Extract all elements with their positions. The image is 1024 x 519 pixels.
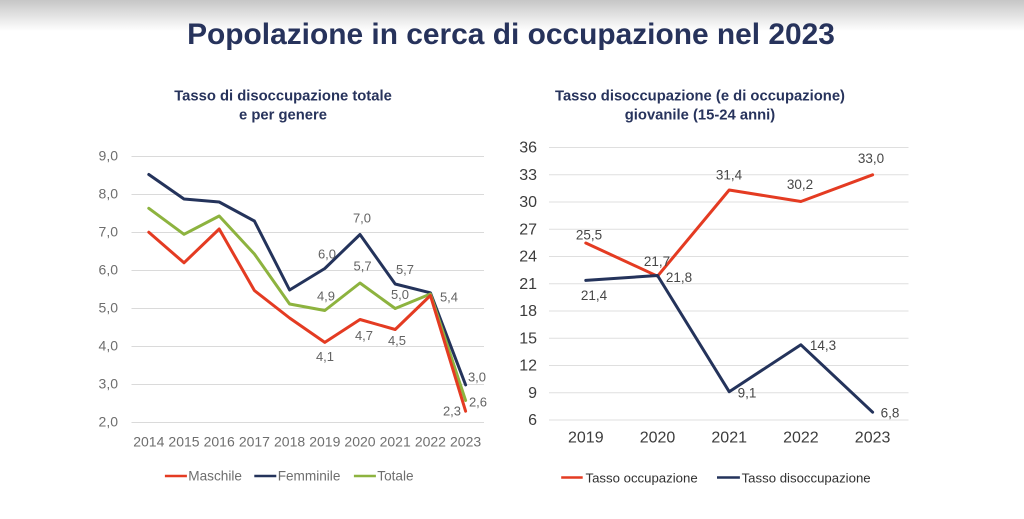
svg-text:Totale: Totale xyxy=(377,469,413,484)
svg-text:Tasso disoccupazione (e di occ: Tasso disoccupazione (e di occupazione) xyxy=(555,89,845,105)
svg-text:Maschile: Maschile xyxy=(188,469,242,484)
svg-text:6,0: 6,0 xyxy=(318,247,336,262)
svg-text:2,6: 2,6 xyxy=(469,395,487,410)
svg-text:14,3: 14,3 xyxy=(810,338,836,353)
svg-text:2022: 2022 xyxy=(415,434,446,450)
svg-text:giovanile (15-24 anni): giovanile (15-24 anni) xyxy=(625,108,776,124)
svg-text:18: 18 xyxy=(519,303,537,320)
svg-text:4,7: 4,7 xyxy=(355,328,373,343)
svg-text:7,0: 7,0 xyxy=(353,211,371,226)
svg-text:5,0: 5,0 xyxy=(99,300,119,316)
svg-text:33: 33 xyxy=(519,167,537,184)
svg-text:12: 12 xyxy=(519,358,537,375)
svg-text:2022: 2022 xyxy=(783,430,819,447)
svg-text:2016: 2016 xyxy=(204,434,235,450)
svg-text:5,7: 5,7 xyxy=(354,258,372,273)
svg-text:21,7: 21,7 xyxy=(644,254,670,269)
svg-text:33,0: 33,0 xyxy=(858,151,884,166)
svg-text:9,1: 9,1 xyxy=(738,386,757,401)
svg-text:6,0: 6,0 xyxy=(99,262,119,278)
svg-text:8,0: 8,0 xyxy=(99,186,119,202)
svg-text:9: 9 xyxy=(528,385,537,402)
svg-text:2021: 2021 xyxy=(380,434,411,450)
svg-text:21: 21 xyxy=(519,276,537,293)
svg-text:2014: 2014 xyxy=(133,434,164,450)
svg-text:Popolazione in cerca di occupa: Popolazione in cerca di occupazione nel … xyxy=(187,18,835,51)
svg-text:3,0: 3,0 xyxy=(468,370,486,385)
svg-text:2019: 2019 xyxy=(568,430,604,447)
svg-text:6: 6 xyxy=(528,412,537,429)
svg-text:27: 27 xyxy=(519,221,537,238)
svg-text:21,8: 21,8 xyxy=(666,270,692,285)
svg-text:21,4: 21,4 xyxy=(581,288,608,303)
svg-text:Femminile: Femminile xyxy=(278,469,341,484)
svg-text:31,4: 31,4 xyxy=(716,168,743,183)
svg-text:Tasso disoccupazione: Tasso disoccupazione xyxy=(742,471,871,486)
svg-text:Tasso occupazione: Tasso occupazione xyxy=(586,471,698,486)
svg-text:24: 24 xyxy=(519,249,537,266)
svg-text:2015: 2015 xyxy=(168,434,199,450)
svg-text:4,9: 4,9 xyxy=(317,289,335,304)
svg-text:6,8: 6,8 xyxy=(881,406,900,421)
svg-text:9,0: 9,0 xyxy=(99,148,119,164)
svg-text:2,3: 2,3 xyxy=(443,404,461,419)
svg-text:36: 36 xyxy=(519,140,537,157)
svg-text:2021: 2021 xyxy=(711,430,747,447)
svg-text:5,7: 5,7 xyxy=(396,262,414,277)
svg-text:7,0: 7,0 xyxy=(99,224,119,240)
svg-text:4,5: 4,5 xyxy=(388,333,406,348)
svg-text:2018: 2018 xyxy=(274,434,305,450)
svg-text:2,0: 2,0 xyxy=(99,414,119,430)
svg-text:Tasso di disoccupazione totale: Tasso di disoccupazione totale xyxy=(174,89,392,105)
svg-text:4,1: 4,1 xyxy=(316,349,334,364)
svg-text:4,0: 4,0 xyxy=(99,338,119,354)
svg-text:25,5: 25,5 xyxy=(576,228,602,243)
svg-text:5,0: 5,0 xyxy=(391,287,409,302)
svg-text:e per genere: e per genere xyxy=(239,108,327,124)
svg-text:2020: 2020 xyxy=(344,434,375,450)
svg-text:3,0: 3,0 xyxy=(99,376,119,392)
svg-text:2020: 2020 xyxy=(640,430,676,447)
svg-text:15: 15 xyxy=(519,330,537,347)
svg-text:2023: 2023 xyxy=(450,434,481,450)
svg-text:2023: 2023 xyxy=(855,430,891,447)
svg-text:2019: 2019 xyxy=(309,434,340,450)
svg-text:5,4: 5,4 xyxy=(440,290,458,305)
svg-text:2017: 2017 xyxy=(239,434,270,450)
svg-text:30: 30 xyxy=(519,194,537,211)
svg-text:30,2: 30,2 xyxy=(787,177,813,192)
